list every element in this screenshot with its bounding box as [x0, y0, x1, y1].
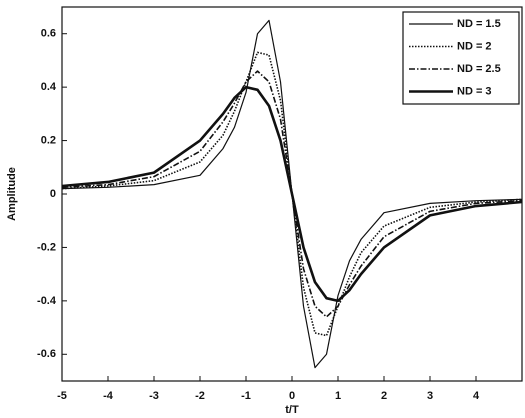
legend-label: ND = 2.5 — [457, 63, 501, 75]
y-tick-label: -0.6 — [37, 348, 56, 360]
x-tick-label: -2 — [195, 390, 205, 402]
x-tick-label: 0 — [289, 390, 295, 402]
legend-label: ND = 1.5 — [457, 18, 501, 30]
x-tick-label: 3 — [427, 390, 433, 402]
x-tick-label: -1 — [241, 390, 251, 402]
y-axis-label: Amplitude — [6, 167, 18, 221]
legend-label: ND = 3 — [457, 85, 492, 97]
y-tick-label: 0.6 — [41, 28, 56, 40]
y-tick-label: 0.2 — [41, 134, 56, 146]
series-line — [61, 85, 523, 303]
x-tick-label: -5 — [57, 390, 67, 402]
x-tick-label: 4 — [473, 390, 480, 402]
legend-box — [402, 11, 520, 105]
y-tick-label: 0 — [50, 188, 56, 200]
series-line — [61, 70, 523, 318]
x-axis-label: t/T — [285, 404, 299, 416]
y-tick-label: -0.4 — [37, 295, 57, 307]
x-tick-label: -3 — [149, 390, 159, 402]
x-tick-label: 2 — [381, 390, 387, 402]
y-tick-label: 0.4 — [41, 81, 57, 93]
legend-label: ND = 2 — [457, 40, 492, 52]
y-tick-label: -0.2 — [37, 241, 56, 253]
x-tick-label: -4 — [103, 390, 114, 402]
series-line — [61, 51, 523, 337]
x-tick-label: 1 — [335, 390, 341, 402]
